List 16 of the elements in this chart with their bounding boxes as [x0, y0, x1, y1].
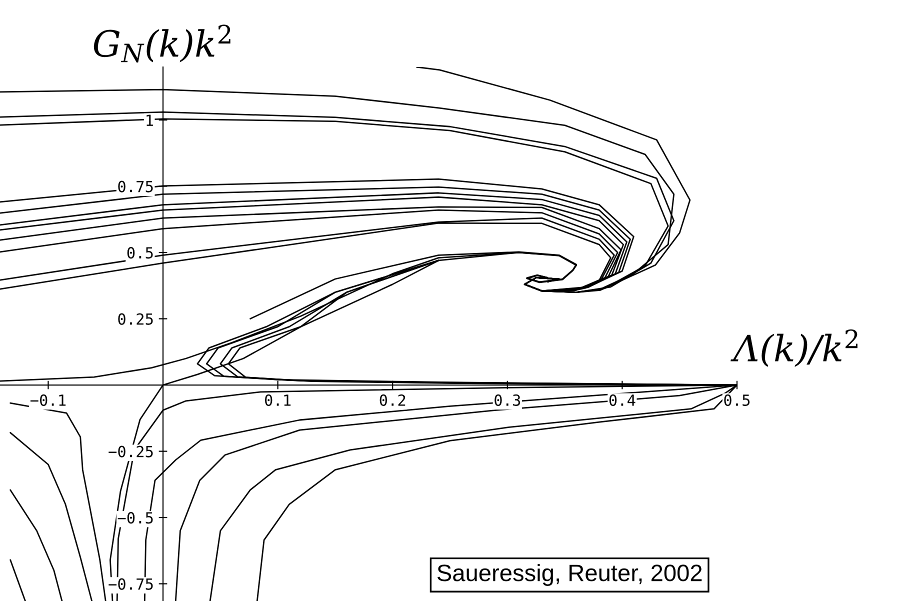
- annotation: Saueressig, Reuter, 2002: [437, 564, 702, 586]
- y-tick-label: 0.5: [127, 247, 153, 259]
- y-tick-label: 1: [146, 114, 153, 126]
- y-axis-title: G$_{N}$(k)k$^{2}$: [94, 24, 230, 63]
- x-tick-label: −0.1: [30, 394, 66, 406]
- x-tick-label: 0.3: [494, 394, 520, 406]
- y-tick-label: −0.25: [108, 446, 153, 458]
- x-tick-label: 0.4: [609, 394, 636, 406]
- y-tick-label: 0.25: [118, 313, 153, 325]
- y-tick-label: −0.5: [118, 512, 153, 524]
- y-tick-label: 0.75: [118, 180, 153, 192]
- x-tick-label: 0.1: [265, 394, 291, 406]
- x-axis-title: Λ(k)/k$^{2}$: [730, 329, 858, 367]
- x-tick-label: 0.5: [724, 394, 750, 406]
- x-tick-label: 0.2: [380, 394, 406, 406]
- y-tick-label: −0.75: [108, 578, 153, 590]
